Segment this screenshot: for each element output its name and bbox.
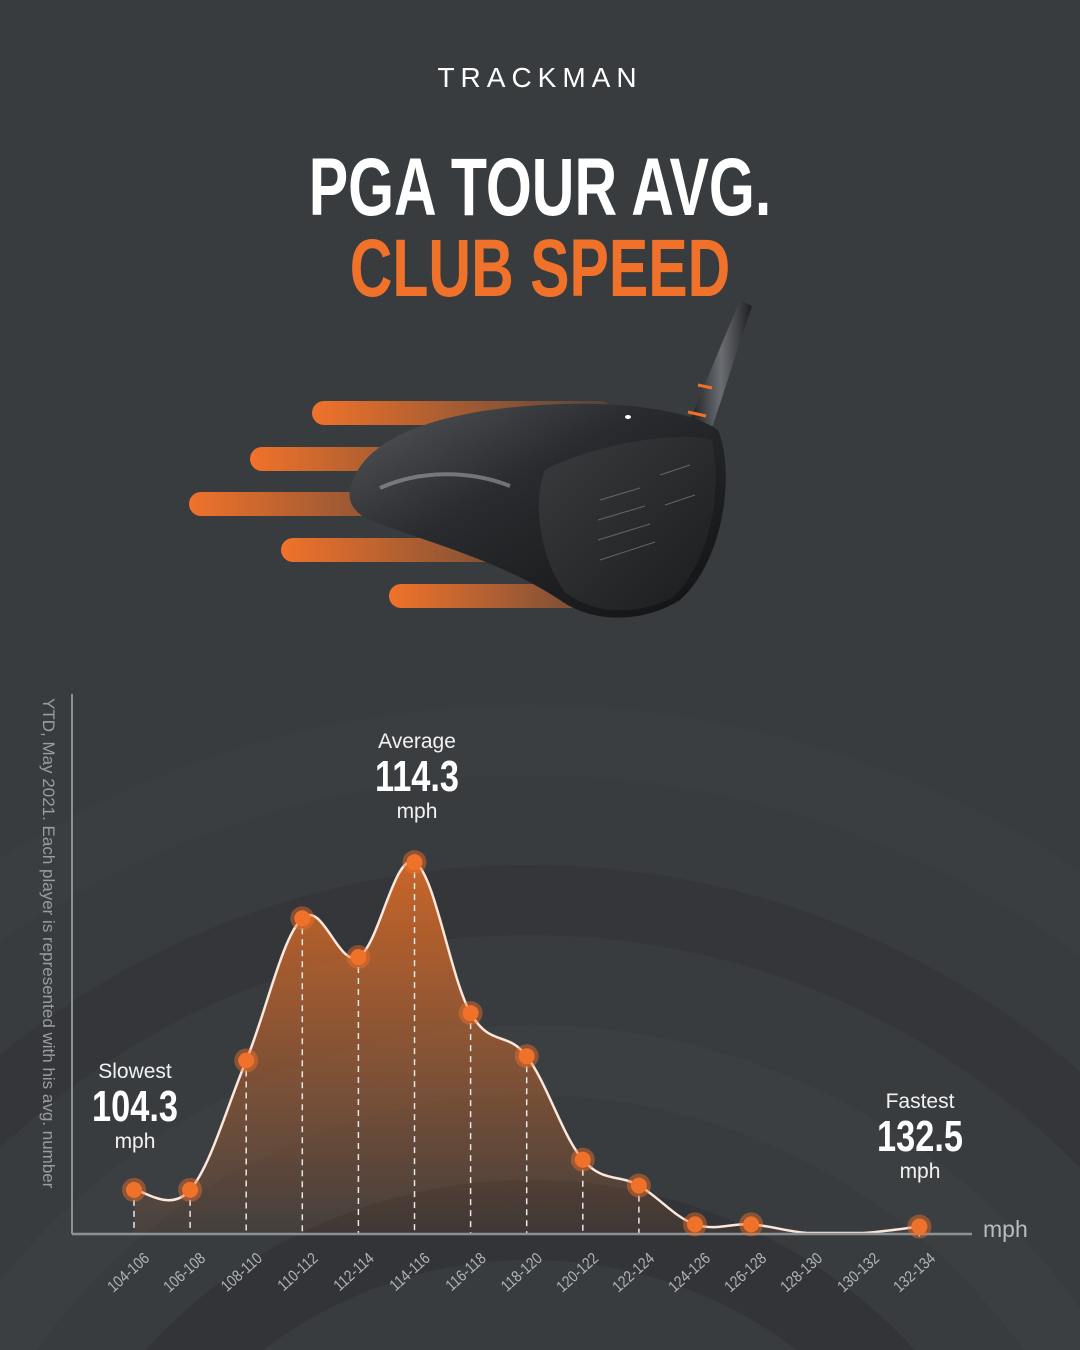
fastest-unit: mph (899, 1160, 941, 1184)
golf-driver-icon (349, 300, 752, 618)
fastest-callout: Fastest 132.5 mph (860, 1090, 980, 1184)
data-point-108-110 (238, 1052, 255, 1069)
data-point-126-128 (743, 1216, 760, 1233)
brand-logo: TRACKMAN (437, 62, 643, 93)
data-point-118-120 (518, 1048, 535, 1065)
data-point-110-112 (294, 910, 311, 927)
slowest-unit: mph (114, 1130, 156, 1154)
data-point-132-134 (911, 1218, 928, 1235)
distribution-area (134, 861, 920, 1233)
page-title: PGA TOUR AVG. (308, 142, 772, 233)
golf-driver-illustration (189, 300, 752, 618)
slowest-label: Slowest (98, 1060, 172, 1083)
data-point-106-108 (182, 1181, 199, 1198)
average-callout: Average 114.3 mph (357, 730, 477, 824)
data-point-122-124 (630, 1177, 647, 1194)
slowest-callout: Slowest 104.3 mph (75, 1060, 195, 1154)
average-unit: mph (396, 800, 438, 824)
average-value: 114.3 (375, 752, 459, 801)
data-point-104-106 (126, 1181, 142, 1198)
data-footnote: YTD, May 2021. Each player is represente… (39, 698, 58, 1189)
data-point-116-118 (462, 1005, 479, 1022)
x-axis-unit: mph (983, 1216, 1028, 1242)
average-label: Average (378, 730, 456, 753)
data-point-114-116 (406, 854, 423, 871)
data-point-120-122 (574, 1151, 591, 1168)
slowest-value: 104.3 (92, 1082, 178, 1131)
data-point-124-126 (687, 1216, 703, 1233)
fastest-label: Fastest (885, 1090, 955, 1113)
fastest-value: 132.5 (877, 1112, 963, 1161)
data-point-112-114 (350, 949, 367, 966)
page-subtitle: CLUB SPEED (349, 223, 731, 314)
